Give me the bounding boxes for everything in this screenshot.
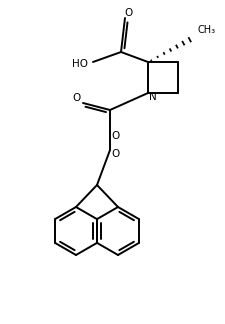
- Text: N: N: [148, 92, 156, 102]
- Text: HO: HO: [72, 59, 88, 69]
- Text: O: O: [124, 8, 133, 18]
- Text: O: O: [111, 149, 120, 159]
- Text: O: O: [72, 93, 81, 103]
- Text: O: O: [111, 131, 120, 141]
- Text: CH₃: CH₃: [197, 25, 215, 35]
